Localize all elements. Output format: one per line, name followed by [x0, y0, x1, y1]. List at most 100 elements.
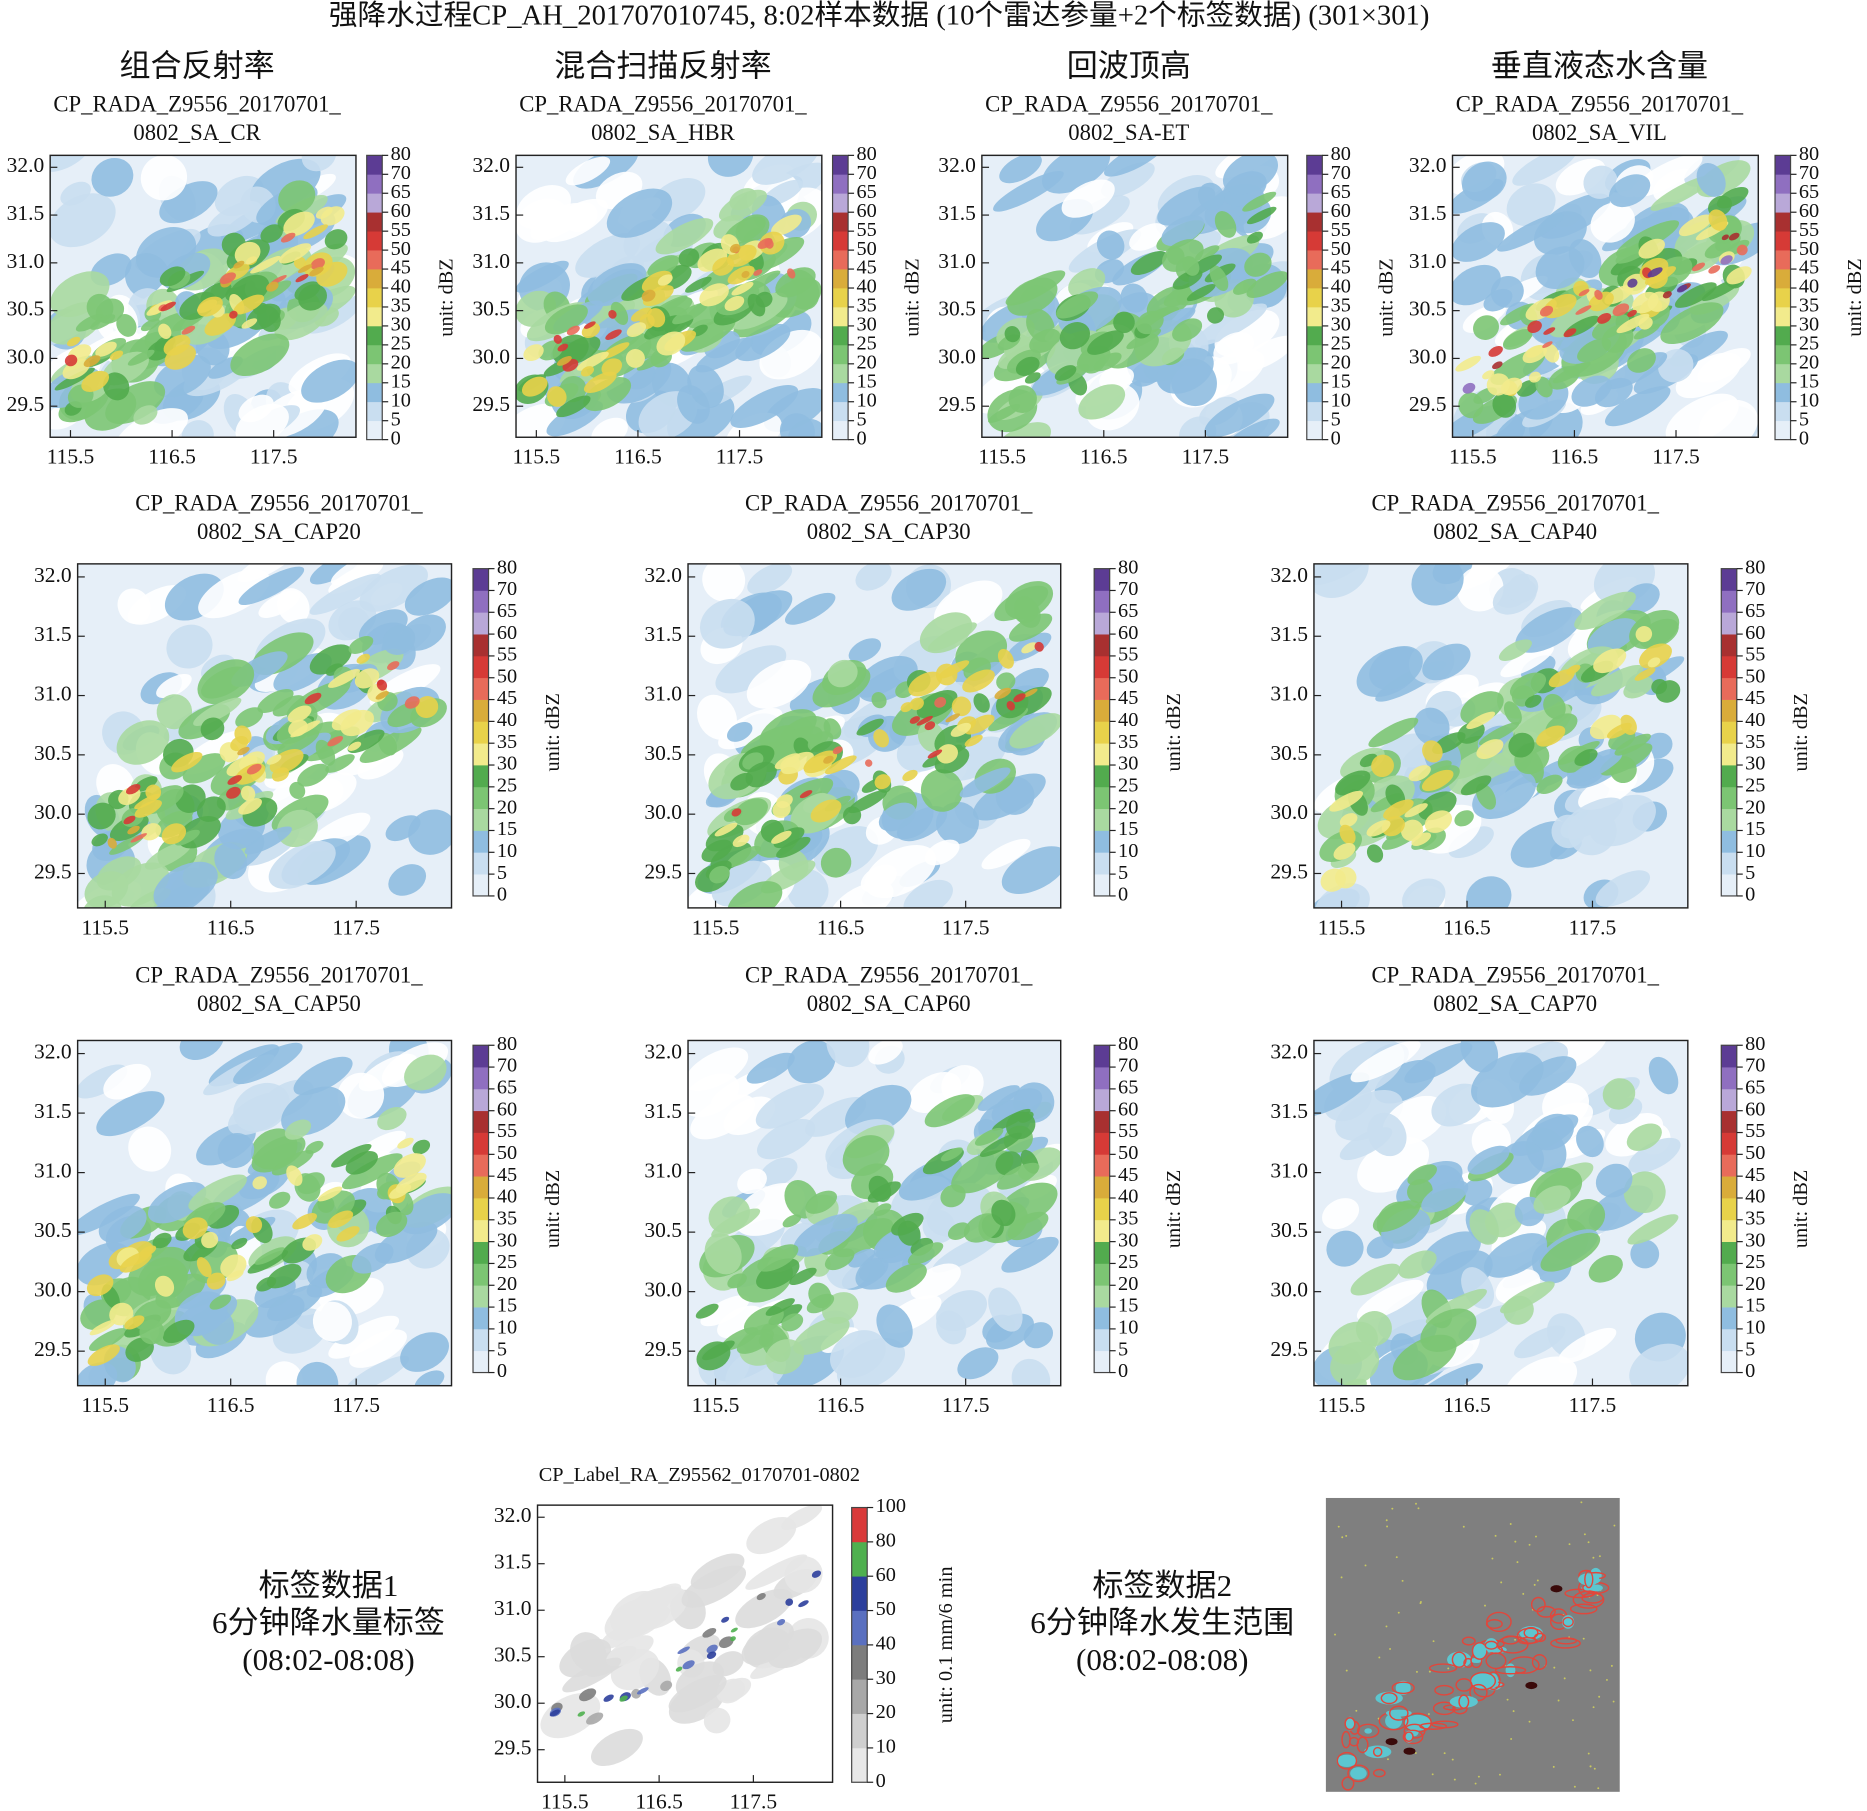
- panel-subtitle: 0802_SA_CAP60: [807, 991, 971, 1016]
- y-tick-label: 30.0: [1409, 344, 1447, 368]
- panel: CP_RADA_Z9556_20170701_ 0802_SA_CAP20 115.…: [34, 491, 564, 940]
- radar-echo: [197, 659, 255, 705]
- radar-echo: [765, 1339, 805, 1375]
- radar-echo: [1627, 1214, 1679, 1245]
- radar-echo: [1558, 740, 1600, 765]
- x-tick-label: 117.5: [332, 1393, 380, 1417]
- radar-echo: [1335, 770, 1371, 796]
- x-tick-label: 117.5: [942, 915, 990, 939]
- colorbar-tick-label: 30: [497, 1229, 517, 1251]
- radar-echo: [1535, 376, 1553, 398]
- label-image-dot: [1386, 1525, 1389, 1528]
- radar-echo: [1350, 1263, 1401, 1296]
- panel: CP_RADA_Z9556_20170701_ 0802_SA_CAP60 115.…: [644, 962, 1185, 1417]
- x-tick-label: 116.5: [1080, 445, 1128, 469]
- colorbar-segment: [1306, 174, 1323, 194]
- panel: 垂直液态水含量 CP_RADA_Z9556_20170701_ 0802_SA_VI…: [1409, 48, 1866, 468]
- colorbar-tick-label: 65: [1118, 600, 1138, 622]
- colorbar-segment: [1094, 721, 1110, 744]
- y-tick-label: 31.5: [494, 1550, 532, 1574]
- radar-echo: [1502, 329, 1533, 350]
- radar-echo: [745, 761, 777, 788]
- colorbar-tick-label: 20: [497, 796, 517, 818]
- label-image-outline: [1531, 1654, 1548, 1670]
- radar-echo: [625, 348, 645, 368]
- label-image-dot: [1510, 1738, 1513, 1740]
- label-image-dot: [1397, 1611, 1400, 1614]
- x-tick-label: 117.5: [730, 1790, 778, 1811]
- colorbar-segment: [1094, 786, 1110, 810]
- label-image-outline: [1569, 1603, 1598, 1615]
- label-image-dot: [1491, 1557, 1494, 1560]
- radar-echo: [940, 1147, 963, 1162]
- x-tick-label: 116.5: [635, 1790, 683, 1811]
- colorbar-tick-label: 40: [1799, 276, 1819, 298]
- colorbar-segment: [1721, 1328, 1737, 1352]
- radar-echo: [1527, 320, 1542, 334]
- colorbar-tick-label: 10: [856, 389, 876, 411]
- x-tick-label: 116.5: [817, 915, 865, 939]
- radar-echo: [140, 318, 160, 332]
- radar-echo: [570, 1632, 607, 1672]
- colorbar-tick-label: 70: [1745, 578, 1765, 600]
- colorbar-segment: [1306, 306, 1323, 327]
- radar-echo: [325, 754, 355, 773]
- radar-echo: [730, 1627, 738, 1633]
- colorbar-segment: [473, 1067, 489, 1090]
- x-tick-label: 116.5: [1443, 1393, 1491, 1417]
- radar-echo: [289, 781, 306, 800]
- radar-echo: [604, 1598, 662, 1641]
- radar-echo: [1476, 739, 1504, 760]
- colorbar-tick-label: 40: [497, 709, 517, 731]
- colorbar-tick-label: 10: [1118, 1317, 1138, 1339]
- colorbar-segment: [1721, 721, 1737, 744]
- radar-echo: [1015, 356, 1040, 376]
- radar-echo: [702, 563, 746, 602]
- colorbar-segment: [473, 852, 489, 875]
- radar-echo: [87, 802, 116, 830]
- radar-echo: [286, 1165, 303, 1186]
- radar-echo: [695, 1303, 719, 1319]
- colorbar-tick-label: 15: [1118, 818, 1138, 840]
- radar-echo: [934, 697, 947, 708]
- panel-subtitle: 0802_SA_CR: [133, 120, 261, 145]
- label-image-dot: [1598, 1555, 1601, 1558]
- radar-echo: [387, 701, 425, 728]
- colorbar-tick-label: 70: [1331, 162, 1351, 184]
- colorbar-frame: [1720, 1044, 1738, 1374]
- radar-echo: [1355, 1311, 1392, 1347]
- radar-echo: [159, 266, 186, 287]
- radar-echo: [1490, 275, 1524, 308]
- panel-subtitle: 0802_SA_CAP50: [197, 991, 361, 1016]
- colorbar-tick-label: 35: [1799, 295, 1819, 317]
- radar-echo: [576, 351, 609, 371]
- radar-echo: [868, 1040, 903, 1065]
- y-tick-label: 30.5: [938, 297, 976, 321]
- colorbar-tick-label: 50: [1118, 665, 1138, 687]
- radar-echo: [731, 281, 754, 296]
- label-image-dot: [1337, 1525, 1340, 1528]
- radar-echo: [988, 1287, 1023, 1332]
- label-image-dot: [1592, 1556, 1595, 1559]
- plot-frame: [1451, 154, 1760, 438]
- radar-echo: [864, 844, 937, 899]
- radar-echo: [1639, 643, 1672, 669]
- label-image-dot: [1385, 1519, 1388, 1522]
- radar-echo: [565, 156, 611, 186]
- colorbar-tick-label: 0: [1799, 427, 1809, 449]
- colorbar-segment: [1306, 363, 1323, 384]
- label-image-patch: [1350, 1767, 1367, 1780]
- radar-echo: [1574, 748, 1598, 767]
- radar-echo: [303, 224, 328, 240]
- colorbar-tick-label: 20: [876, 1701, 896, 1723]
- radar-echo: [996, 1162, 1040, 1190]
- colorbar-segment: [1306, 193, 1323, 213]
- label-image-dot: [1414, 1752, 1417, 1754]
- colorbar-tick-label: 5: [391, 408, 401, 430]
- radar-echo: [742, 270, 781, 293]
- colorbar-tick-label: 70: [1799, 162, 1819, 184]
- colorbar-segment: [1094, 1219, 1110, 1242]
- colorbar-frame: [1774, 154, 1792, 441]
- y-tick-label: 30.5: [644, 741, 682, 765]
